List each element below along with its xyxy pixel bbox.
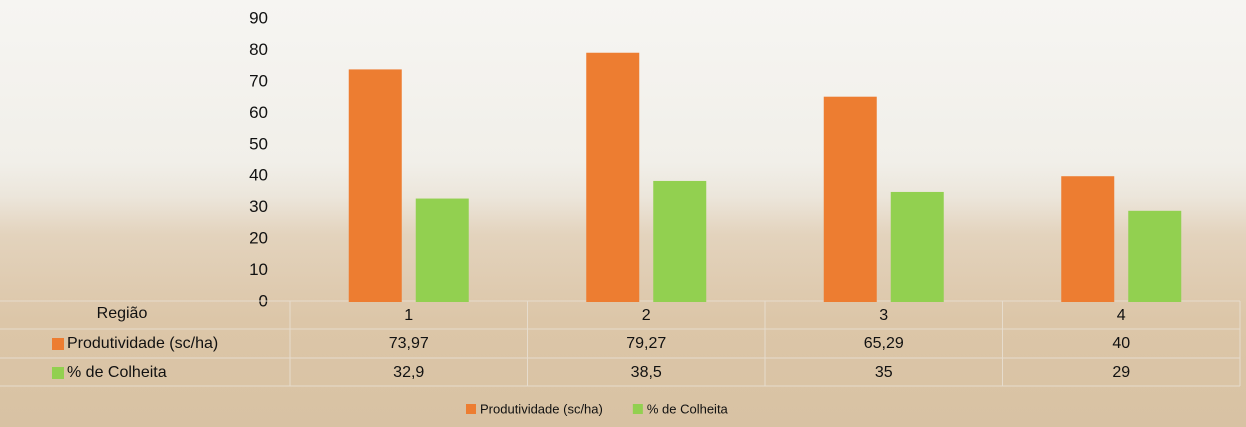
bar	[416, 199, 469, 302]
y-tick-label: 50	[249, 134, 268, 153]
bar	[891, 192, 944, 302]
bar	[349, 69, 402, 302]
table-value: 65,29	[864, 335, 904, 352]
legend-key	[466, 404, 476, 414]
x-tick-label: 3	[879, 307, 888, 324]
legend-key	[52, 338, 64, 350]
y-tick-label: 20	[249, 229, 268, 248]
legend-label: % de Colheita	[647, 401, 729, 416]
y-tick-label: 40	[249, 166, 268, 185]
legend-key	[52, 367, 64, 379]
bar	[586, 53, 639, 302]
bar	[653, 181, 706, 302]
table-value: 29	[1112, 364, 1130, 381]
table-value: 40	[1112, 335, 1130, 352]
legend-label: Produtividade (sc/ha)	[480, 401, 603, 416]
chart: Região 0102030405060708090173,9732,9279,…	[0, 0, 1246, 427]
chart-container: Região 0102030405060708090173,9732,9279,…	[0, 0, 1246, 427]
table-row-label: Produtividade (sc/ha)	[67, 335, 218, 352]
bar	[1061, 176, 1114, 302]
x-tick-label: 4	[1117, 307, 1126, 324]
x-axis-label: Região	[97, 305, 148, 322]
table-value: 38,5	[631, 364, 662, 381]
y-tick-label: 10	[249, 260, 268, 279]
x-tick-label: 2	[642, 307, 651, 324]
x-tick-label: 1	[404, 307, 413, 324]
table-value: 32,9	[393, 364, 424, 381]
table-value: 35	[875, 364, 893, 381]
y-tick-label: 90	[249, 8, 268, 27]
legend-key	[633, 404, 643, 414]
y-tick-label: 70	[249, 71, 268, 90]
table-row-label: % de Colheita	[67, 364, 167, 381]
table-value: 73,97	[389, 335, 429, 352]
y-tick-label: 60	[249, 103, 268, 122]
bar	[1128, 211, 1181, 302]
bar	[824, 97, 877, 302]
y-tick-label: 80	[249, 40, 268, 59]
table-value: 79,27	[626, 335, 666, 352]
y-tick-label: 30	[249, 197, 268, 216]
